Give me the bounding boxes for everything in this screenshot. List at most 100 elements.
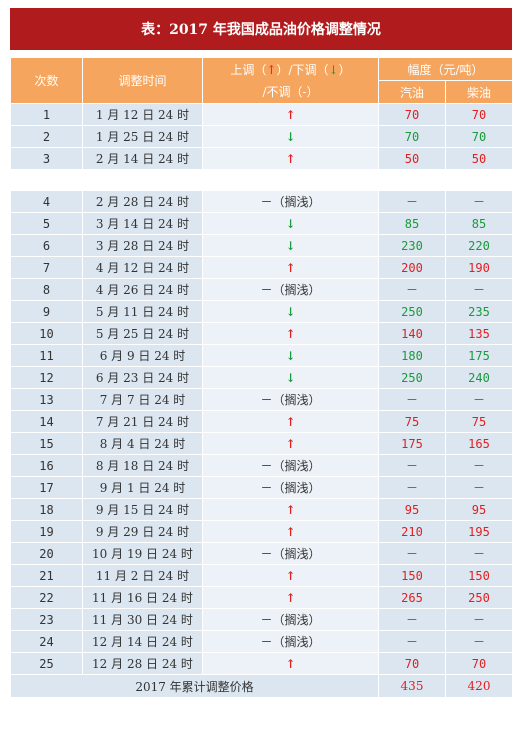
row-gasoline: 70 [378, 103, 446, 126]
total-diesel: 420 [445, 674, 513, 698]
row-time: 7 月 7 日 24 时 [82, 388, 203, 411]
row-diesel: － [445, 278, 513, 301]
row-gasoline: 265 [378, 586, 446, 609]
row-gasoline: 150 [378, 564, 446, 587]
row-gasoline: 230 [378, 234, 446, 257]
row-time: 2 月 14 日 24 时 [82, 147, 203, 170]
row-diesel: 85 [445, 212, 513, 235]
row-time: 7 月 21 日 24 时 [82, 410, 203, 433]
row-gasoline: 250 [378, 366, 446, 389]
row-diesel: 190 [445, 256, 513, 279]
row-time: 11 月 30 日 24 时 [82, 608, 203, 631]
row-gasoline: 140 [378, 322, 446, 345]
row-diesel: 165 [445, 432, 513, 455]
row-gasoline: － [378, 190, 446, 213]
header-index: 次数 [10, 57, 83, 104]
row-gasoline: － [378, 476, 446, 499]
row-diesel: － [445, 190, 513, 213]
row-time: 9 月 15 日 24 时 [82, 498, 203, 521]
row-index: 8 [10, 278, 83, 301]
up-arrow-icon: ↑ [202, 103, 379, 126]
down-arrow-icon: ↓ [202, 344, 379, 367]
row-time: 1 月 25 日 24 时 [82, 125, 203, 148]
row-index: 22 [10, 586, 83, 609]
row-diesel: 70 [444, 125, 514, 148]
table-title: 表：2017 年我国成品油价格调整情况 [10, 8, 512, 50]
row-diesel: 135 [445, 322, 513, 345]
row-time: 9 月 29 日 24 时 [82, 520, 203, 543]
row-index: 10 [10, 322, 83, 345]
row-gasoline: 200 [378, 256, 446, 279]
up-arrow-icon: ↑ [202, 256, 379, 279]
total-row: 2017 年累计调整价格 435 420 [10, 674, 513, 698]
header-direction-close: ） [338, 62, 351, 77]
table-row: 14 7 月 21 日 24 时 ↑ 75 75 [10, 410, 513, 433]
table-row: 10 5 月 25 日 24 时 ↑ 140 135 [10, 322, 513, 345]
row-gasoline: － [378, 278, 446, 301]
row-index: 7 [10, 256, 83, 279]
row-gasoline: 250 [378, 300, 446, 323]
row-diesel: － [445, 454, 513, 477]
row-gasoline: 70 [378, 652, 446, 675]
row-time: 6 月 9 日 24 时 [82, 344, 203, 367]
row-diesel: 50 [444, 147, 514, 170]
row-gasoline: 75 [378, 410, 446, 433]
table-row: 25 12 月 28 日 24 时 ↑ 70 70 [10, 652, 513, 675]
row-direction: －（搁浅） [202, 608, 379, 631]
header-time: 调整时间 [82, 57, 203, 104]
row-index: 9 [10, 300, 83, 323]
up-arrow-icon: ↑ [202, 564, 379, 587]
row-time: 4 月 12 日 24 时 [82, 256, 203, 279]
up-arrow-icon: ↑ [202, 410, 379, 433]
row-time: 4 月 26 日 24 时 [82, 278, 203, 301]
row-index: 2 [10, 125, 83, 148]
up-arrow-icon: ↑ [202, 432, 379, 455]
header-direction-down-label: ）/下调（ [276, 62, 329, 77]
row-gasoline: 95 [378, 498, 446, 521]
table-row: 13 7 月 7 日 24 时－（搁浅）－－ [10, 388, 513, 411]
row-index: 4 [10, 190, 83, 213]
row-index: 12 [10, 366, 83, 389]
table-row: 16 8 月 18 日 24 时－（搁浅）－－ [10, 454, 513, 477]
row-time: 12 月 28 日 24 时 [82, 652, 203, 675]
row-diesel: 175 [445, 344, 513, 367]
row-direction: －（搁浅） [202, 190, 379, 213]
row-index: 15 [10, 432, 83, 455]
row-time: 9 月 1 日 24 时 [82, 476, 203, 499]
row-diesel: 70 [444, 103, 514, 126]
row-gasoline: － [378, 608, 446, 631]
row-time: 5 月 11 日 24 时 [82, 300, 203, 323]
row-gasoline: 180 [378, 344, 446, 367]
table-row: 11 6 月 9 日 24 时 ↓ 180 175 [10, 344, 513, 367]
row-index: 17 [10, 476, 83, 499]
row-diesel: － [445, 542, 513, 565]
header-diesel: 柴油 [444, 80, 514, 104]
row-gasoline: 85 [378, 212, 446, 235]
row-time: 3 月 14 日 24 时 [82, 212, 203, 235]
up-arrow-icon: ↑ [202, 147, 379, 170]
row-time: 5 月 25 日 24 时 [82, 322, 203, 345]
row-index: 25 [10, 652, 83, 675]
price-table-part-1: 次数 调整时间 上调（↑）/下调（↓） 幅度（元/吨） /不调（-） 汽油 柴油… [10, 57, 514, 170]
row-diesel: 220 [445, 234, 513, 257]
row-diesel: 250 [445, 586, 513, 609]
row-index: 6 [10, 234, 83, 257]
header-range: 幅度（元/吨） [377, 57, 514, 81]
row-diesel: 95 [445, 498, 513, 521]
up-arrow-icon: ↑ [266, 62, 277, 77]
row-time: 8 月 4 日 24 时 [82, 432, 203, 455]
row-diesel: 70 [445, 652, 513, 675]
row-gasoline: － [378, 388, 446, 411]
total-label: 2017 年累计调整价格 [10, 674, 379, 698]
row-diesel: 235 [445, 300, 513, 323]
table-row: 20 10 月 19 日 24 时－（搁浅）－－ [10, 542, 513, 565]
row-direction: －（搁浅） [202, 476, 379, 499]
row-gasoline: 175 [378, 432, 446, 455]
